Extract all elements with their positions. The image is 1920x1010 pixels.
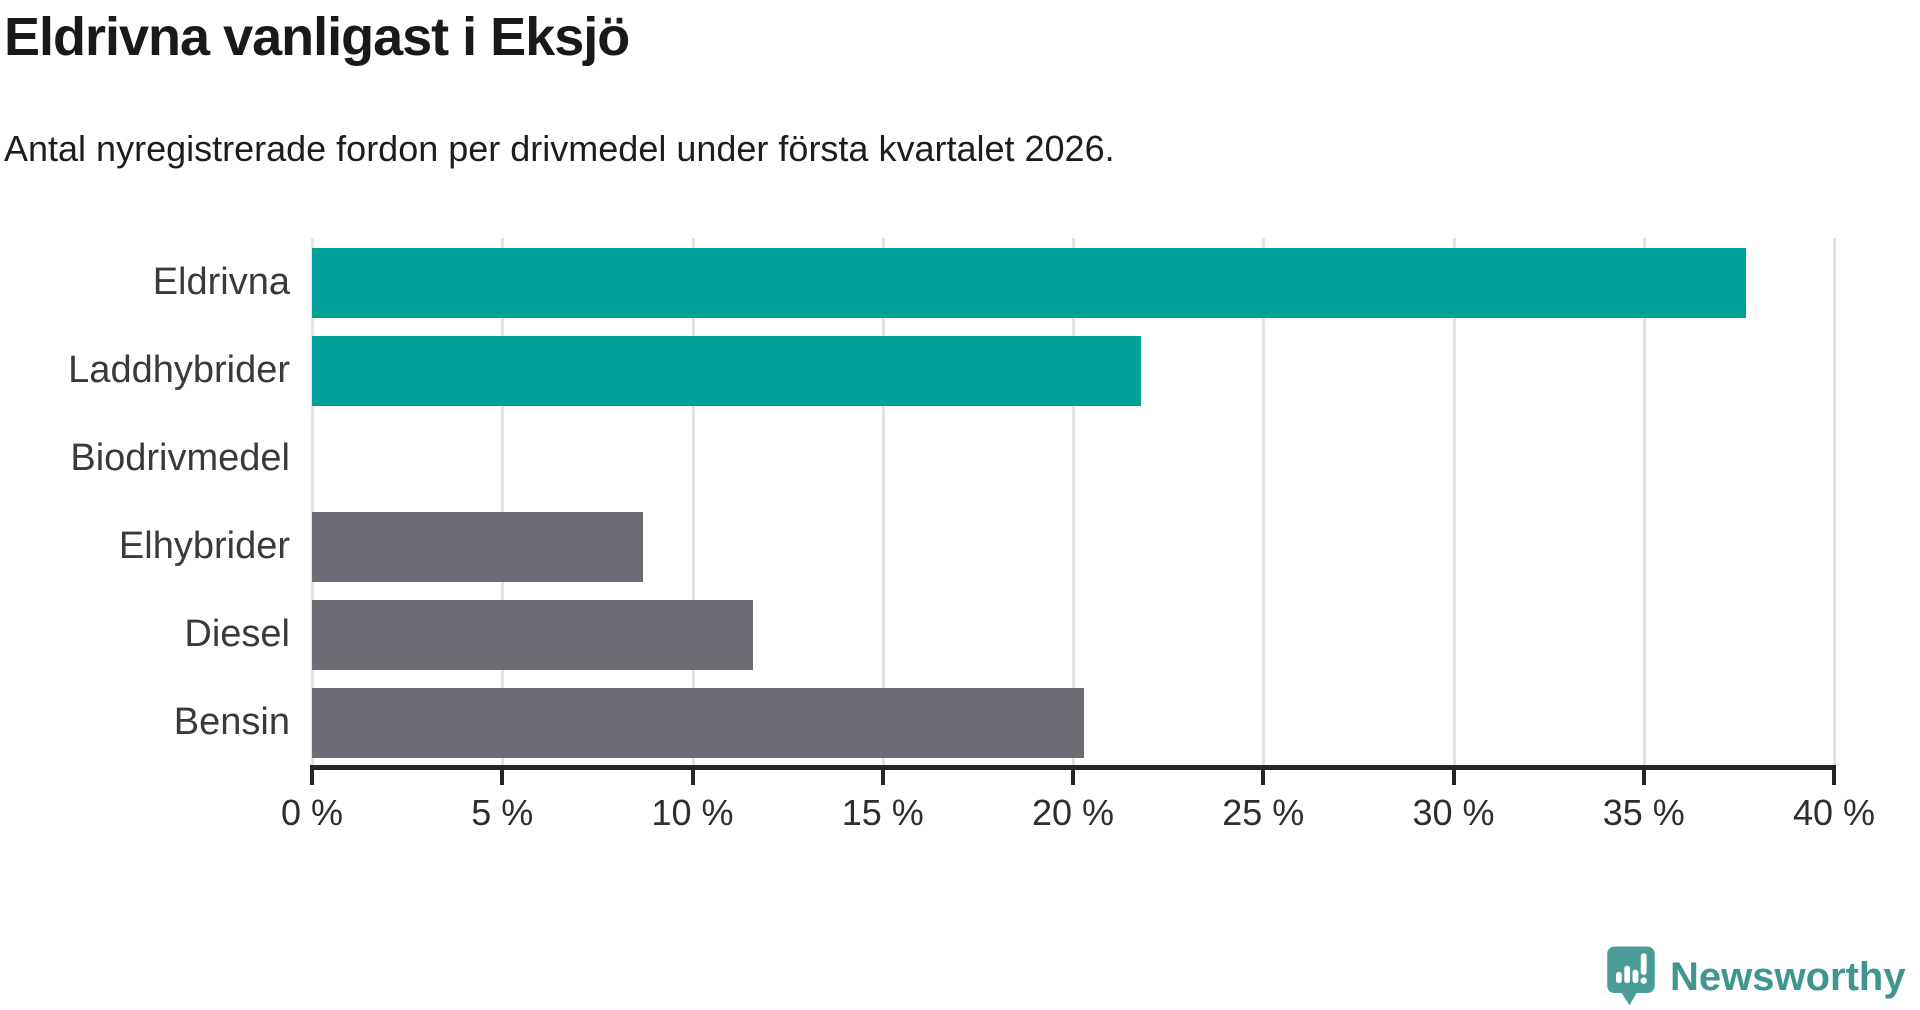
bar-diesel [312,600,754,670]
x-axis-tick-label: 5 % [471,792,534,833]
gridline [311,238,314,765]
bar-elhybrider [312,512,644,582]
page-title: Eldrivna vanligast i Eksjö [4,7,630,67]
x-axis-tick-label: 0 % [280,792,344,833]
category-label: Laddhybrider [68,348,290,391]
x-axis-tick [1832,770,1836,785]
x-axis-tick-label: 30 % [1412,792,1495,833]
x-axis-tick [500,770,505,785]
category-label: Eldrivna [152,260,290,303]
x-axis-tick [310,770,314,785]
x-axis-tick [1071,770,1075,785]
x-axis-tick [1641,770,1646,785]
category-label: Elhybrider [118,524,290,567]
newsworthy-logo: Newsworthy [1606,946,1906,1008]
gridline [691,238,695,765]
gridline [1833,238,1836,765]
gridline [1262,238,1266,765]
category-axis-labels: Eldrivna Laddhybrider Biodrivmedel Elhybrid… [0,238,290,765]
gridline [1642,238,1646,765]
bar-bensin [312,688,1085,758]
category-label: Bensin [173,700,290,743]
category-label: Biodrivmedel [70,436,290,479]
x-axis-tick-label: 40 % [1792,792,1876,833]
bar-laddhybrider [312,336,1142,406]
category-label: Diesel [184,612,290,655]
x-axis-tick-label: 10 % [651,792,734,833]
gridline [1452,238,1456,765]
gridline [501,238,505,765]
logo-wordmark: Newsworthy [1670,954,1906,999]
x-axis-tick [1451,770,1456,785]
plot-area [311,238,1836,765]
x-axis-tick-label: 15 % [841,792,924,833]
gridline [1072,238,1075,765]
x-axis-line [310,765,1836,770]
chart-subtitle: Antal nyregistrerade fordon per drivmede… [4,128,1115,169]
newsworthy-pin-icon [1607,946,1655,1006]
bar-eldrivna [312,248,1747,318]
x-axis-tick [1261,770,1266,785]
x-axis-tick-label: 20 % [1031,792,1115,833]
x-axis-tick [690,770,695,785]
gridline [881,238,885,765]
x-axis-tick-label: 25 % [1222,792,1305,833]
x-axis-tick [880,770,885,785]
x-axis-tick-label: 35 % [1602,792,1685,833]
